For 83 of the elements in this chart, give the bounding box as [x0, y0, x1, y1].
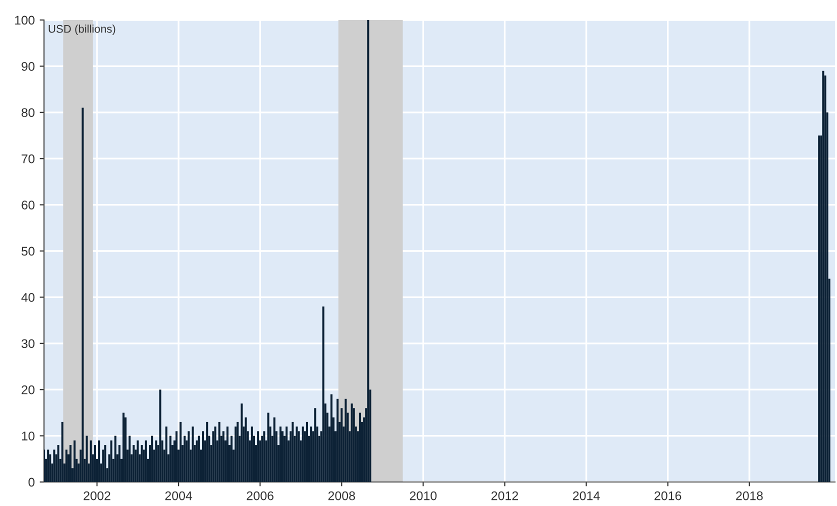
bar [110, 440, 112, 482]
x-tick-label: 2006 [246, 491, 274, 500]
bar [824, 75, 826, 482]
bar [336, 398, 339, 482]
bar [155, 440, 158, 482]
bar [822, 70, 824, 482]
bar [175, 431, 178, 482]
x-tick-label: 2004 [165, 491, 192, 500]
y-tick-label: 0 [28, 478, 34, 487]
bar [206, 422, 208, 482]
bar [340, 408, 343, 482]
y-tick-label: 100 [15, 16, 34, 25]
bar [128, 436, 131, 482]
bar [330, 394, 332, 482]
bar [82, 108, 84, 482]
bar [53, 450, 56, 482]
y-tick-label: 40 [21, 293, 34, 302]
bar [165, 426, 168, 482]
bar [250, 426, 253, 482]
bar [94, 445, 96, 482]
bar [114, 436, 116, 482]
bar [169, 436, 172, 482]
bar [74, 440, 76, 482]
y-tick-label: 80 [22, 108, 34, 118]
bar [57, 445, 60, 482]
bar [90, 440, 92, 482]
bar [132, 445, 135, 482]
bar [230, 436, 233, 482]
y-tick-label: 50 [22, 246, 34, 256]
bar [202, 431, 204, 482]
x-tick-label: 2010 [410, 491, 437, 500]
bar [151, 436, 154, 482]
bar [358, 412, 362, 482]
y-tick-label: 20 [22, 385, 34, 394]
y-tick-label: 60 [22, 200, 34, 210]
bar [47, 450, 50, 482]
bar [98, 440, 100, 482]
bar [226, 426, 228, 482]
bar [296, 426, 298, 482]
bar [314, 408, 316, 482]
bar [322, 306, 324, 482]
bar [263, 431, 266, 482]
bar [236, 422, 239, 482]
y-tick-label: 10 [22, 432, 34, 440]
bar [61, 422, 64, 482]
bar [257, 431, 260, 482]
bar [104, 445, 106, 482]
bar [292, 422, 294, 482]
bar [240, 403, 243, 482]
bar [367, 20, 370, 482]
bar [65, 450, 68, 482]
bar [188, 431, 190, 482]
bar [86, 436, 88, 482]
bar [350, 403, 353, 482]
x-tick-label: 2002 [84, 491, 110, 500]
bar [122, 412, 125, 482]
bar [159, 390, 162, 482]
bar [140, 445, 143, 482]
bar [192, 426, 194, 482]
bar [180, 422, 182, 482]
bar [136, 440, 139, 482]
bar [214, 426, 216, 482]
x-tick-label: 2012 [491, 491, 518, 500]
bar [118, 445, 120, 482]
y-tick-label: 90 [22, 62, 34, 71]
annotation: USD (billions) [48, 24, 116, 35]
bar [69, 445, 72, 482]
x-tick-label: 2016 [654, 491, 682, 500]
x-tick-label: 2014 [573, 491, 600, 500]
bar [244, 417, 247, 482]
bar [344, 398, 347, 482]
bar [198, 436, 200, 482]
bar [267, 412, 270, 482]
bar [273, 417, 276, 482]
bar [184, 436, 186, 482]
bar [310, 426, 312, 482]
bar [218, 422, 220, 482]
y-tick-label: 30 [22, 339, 34, 348]
y-tick-label: 70 [22, 154, 34, 164]
bar [144, 440, 147, 482]
x-tick-label: 2008 [328, 491, 356, 500]
bar [279, 426, 282, 482]
x-tick-label: 2018 [736, 491, 763, 500]
